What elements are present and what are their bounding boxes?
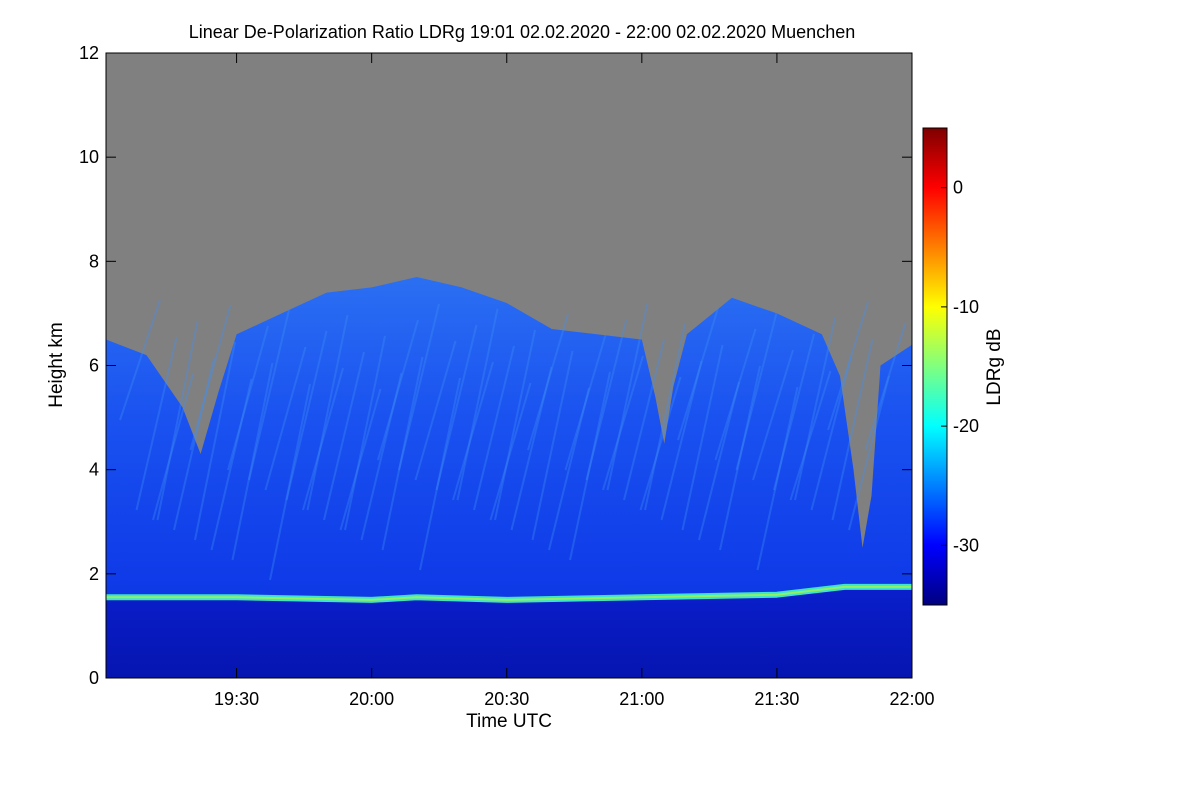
cloud-streak xyxy=(639,376,682,511)
x-tick-label: 22:00 xyxy=(889,689,934,709)
cloud-streak xyxy=(269,383,311,581)
cloud-streak xyxy=(602,355,644,491)
cloud-streak xyxy=(377,319,419,461)
boundary-layer-region xyxy=(106,586,912,678)
cloud-streak xyxy=(585,318,628,481)
cloud-streak xyxy=(810,354,853,511)
cloud-streak xyxy=(489,382,532,521)
plot-area xyxy=(106,53,912,678)
colorbar-axis: 0 -10 -20 -30 xyxy=(941,178,979,555)
cloud-streak xyxy=(789,370,832,501)
cloud-streak xyxy=(794,317,836,501)
cloud-streak xyxy=(677,307,719,441)
cloud-streak xyxy=(398,303,440,471)
cloud-streak xyxy=(719,365,761,551)
colorbar-label: LDRg dB xyxy=(984,328,1005,405)
y-axis: 0 2 4 6 8 10 12 xyxy=(79,43,912,688)
chart-title: Linear De-Polarization Ratio LDRg 19:01 … xyxy=(189,22,855,42)
colorbar-tick-label: 0 xyxy=(953,178,963,198)
cloud-streak xyxy=(714,328,757,461)
cloud-streak xyxy=(231,362,274,561)
x-tick-label: 20:00 xyxy=(349,689,394,709)
cloud-streak xyxy=(569,371,611,561)
cloud-streak xyxy=(531,350,574,541)
y-tick-label: 8 xyxy=(89,251,99,271)
cloud-streak xyxy=(264,346,307,491)
cloud-region xyxy=(106,277,912,678)
x-tick-label: 19:30 xyxy=(214,689,259,709)
boundary-layer-core-line xyxy=(106,585,912,601)
cloud-streak xyxy=(323,351,365,521)
cloud-streak xyxy=(360,372,403,541)
cloud-streak xyxy=(194,341,236,541)
cloud-streak xyxy=(227,325,269,471)
cloud-streak xyxy=(848,375,890,531)
cloud-streak xyxy=(452,361,494,501)
cloud-streak xyxy=(773,333,815,491)
cloud-streak xyxy=(456,308,499,501)
y-tick-label: 12 xyxy=(79,43,99,63)
y-tick-label: 6 xyxy=(89,356,99,376)
cloud-streak xyxy=(735,312,778,471)
cloud-streak xyxy=(248,309,290,481)
colorbar-tick-label: -20 xyxy=(953,416,979,436)
cloud-streak xyxy=(156,320,199,521)
cloud-streak xyxy=(302,367,344,511)
cloud-streak xyxy=(548,387,590,551)
cloud-streak xyxy=(419,377,461,571)
cloud-streak xyxy=(623,339,665,501)
cloud-streak xyxy=(119,299,161,421)
cloud-streak xyxy=(606,302,649,491)
cloud-streak xyxy=(752,349,794,481)
cloud-streak xyxy=(339,388,382,531)
y-tick-label: 10 xyxy=(79,147,99,167)
cloud-streak xyxy=(494,329,536,521)
cloud-streak xyxy=(414,340,457,481)
cloud-streak xyxy=(681,344,724,531)
y-tick-label: 4 xyxy=(89,460,99,480)
cloud-streak xyxy=(285,330,328,501)
cloud-streak xyxy=(135,336,178,511)
cloud-streak xyxy=(381,356,424,551)
cloud-streak xyxy=(152,373,194,521)
cloud-streak xyxy=(644,323,686,511)
cloud-streak xyxy=(435,324,478,491)
cloud-streak xyxy=(189,304,232,451)
colorbar-tick-label: -10 xyxy=(953,297,979,317)
cloud-streak xyxy=(173,357,215,531)
cloud-streak xyxy=(827,301,869,431)
cloud-streak xyxy=(756,386,799,571)
cloud-streak xyxy=(564,334,607,471)
y-tick-label: 2 xyxy=(89,564,99,584)
x-axis: 19:30 20:00 20:30 21:00 21:30 22:00 xyxy=(214,53,935,709)
cloud-streak xyxy=(473,345,515,511)
x-axis-label: Time UTC xyxy=(466,711,552,732)
colorbar-tick-label: -30 xyxy=(953,535,979,555)
cloud-streak xyxy=(864,322,907,451)
x-tick-label: 20:30 xyxy=(484,689,529,709)
cloud-streak xyxy=(527,313,569,451)
y-tick-label: 0 xyxy=(89,668,99,688)
y-axis-label: Height km xyxy=(46,322,67,408)
x-tick-label: 21:00 xyxy=(619,689,664,709)
cloud-streak xyxy=(306,314,349,511)
cloud-streak xyxy=(344,335,386,531)
colorbar xyxy=(922,127,948,606)
cloud-streak xyxy=(698,381,740,541)
cloud-streak xyxy=(831,338,874,521)
cloud-streak xyxy=(510,366,553,531)
cloud-streak xyxy=(210,378,253,551)
cloud-streak xyxy=(660,360,703,521)
cloud-streaks xyxy=(119,299,907,581)
x-tick-label: 21:30 xyxy=(754,689,799,709)
